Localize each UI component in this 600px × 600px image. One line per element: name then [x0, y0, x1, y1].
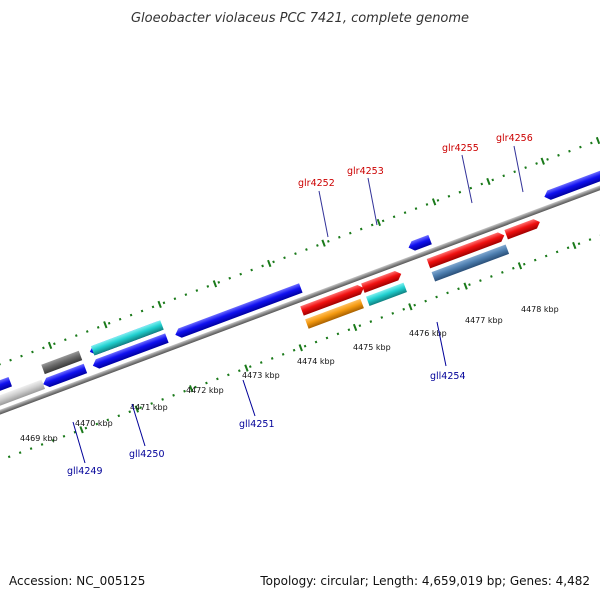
gene-box[interactable] — [366, 282, 407, 307]
reverse-strand-track — [0, 222, 600, 463]
gene-label-glr4253[interactable]: glr4253 — [347, 166, 384, 177]
gene-label-glr4252[interactable]: glr4252 — [298, 178, 335, 189]
gene-label-gll4249[interactable]: gll4249 — [67, 466, 103, 477]
kbp-tick-label: 4471 kbp — [130, 403, 168, 412]
kbp-scale: 4469 kbp 4470 kbp 4471 kbp 4472 kbp 4473… — [20, 305, 559, 443]
gene-arrow[interactable] — [0, 376, 12, 397]
accession-text: Accession: NC_005125 — [9, 574, 145, 588]
kbp-tick-label: 4477 kbp — [465, 316, 503, 325]
gene-label-gll4254[interactable]: gll4254 — [430, 371, 466, 382]
gene-arrow[interactable] — [0, 379, 45, 409]
gene-arrow[interactable] — [174, 283, 303, 339]
gene-arrow[interactable] — [407, 234, 432, 252]
gene-arrow[interactable] — [300, 283, 365, 316]
kbp-tick-label: 4474 kbp — [297, 357, 335, 366]
gene-arrow[interactable] — [91, 333, 169, 370]
kbp-tick-label: 4473 kbp — [242, 371, 280, 380]
kbp-tick-label: 4475 kbp — [353, 343, 391, 352]
kbp-tick-label: 4469 kbp — [20, 434, 58, 443]
gene-label-glr4255[interactable]: glr4255 — [442, 143, 479, 154]
gene-box[interactable] — [90, 320, 164, 356]
kbp-tick-label: 4472 kbp — [186, 386, 224, 395]
gene-label-gll4251[interactable]: gll4251 — [239, 419, 275, 430]
gene-box[interactable] — [431, 244, 510, 282]
gene-arrow[interactable] — [41, 363, 88, 389]
genome-summary-text: Topology: circular; Length: 4,659,019 bp… — [259, 574, 590, 588]
reverse-gene-labels — [72, 321, 447, 464]
forward-gene-labels — [318, 145, 524, 238]
gene-arrow[interactable] — [426, 231, 506, 269]
gene-box[interactable] — [41, 350, 83, 375]
gene-box[interactable] — [305, 298, 364, 329]
gene-arrow[interactable] — [504, 217, 541, 240]
map-title: Gloeobacter violaceus PCC 7421, complete… — [131, 11, 469, 26]
gene-label-glr4256[interactable]: glr4256 — [496, 133, 533, 144]
gene-arrow[interactable] — [361, 269, 403, 293]
kbp-tick-label: 4476 kbp — [409, 329, 447, 338]
kbp-tick-label: 4478 kbp — [521, 305, 559, 314]
genome-backbone — [0, 178, 600, 422]
forward-strand-track — [0, 136, 600, 378]
kbp-tick-label: 4470 kbp — [75, 419, 113, 428]
gene-label-gll4250[interactable]: gll4250 — [129, 449, 165, 460]
gene-arrow[interactable] — [543, 164, 600, 201]
